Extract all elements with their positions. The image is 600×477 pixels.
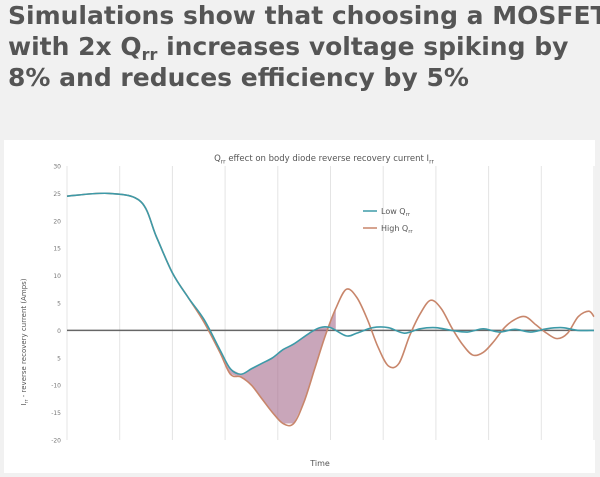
y-tick-label: 0 xyxy=(57,328,61,335)
chart-svg: 30 25 20 15 10 5 0 5 -10 -15 -20 Qrr effect on bod… xyxy=(20,154,595,468)
shaded-region xyxy=(225,308,336,424)
series-line-low-qrr xyxy=(66,192,595,376)
chart-grid xyxy=(66,166,595,440)
y-tick-label: 5 xyxy=(57,355,61,362)
y-tick-label: 15 xyxy=(53,246,61,253)
y-tick-label: -10 xyxy=(51,383,61,390)
headline-line-3: 8% and reduces efficiency by 5% xyxy=(8,63,469,92)
y-tick-label: -20 xyxy=(51,438,61,445)
legend: Low Qrr High Qrr xyxy=(363,207,413,235)
shaded-region-group xyxy=(225,308,336,424)
y-tick-label: 20 xyxy=(53,218,61,225)
y-tick-labels: 30 25 20 15 10 5 0 5 -10 -15 -20 xyxy=(51,164,61,445)
y-tick-label: 25 xyxy=(53,191,61,198)
series-line-high-qrr xyxy=(66,192,595,427)
headline-line-2-suffix: increases voltage spiking by xyxy=(157,32,569,61)
series-lines xyxy=(66,192,595,427)
headline-line-2-prefix: with 2x Q xyxy=(8,32,142,61)
legend-label-low-qrr: Low Qrr xyxy=(381,207,411,218)
y-tick-label: 10 xyxy=(53,273,61,280)
chart-panel: 30 25 20 15 10 5 0 5 -10 -15 -20 Qrr effect on bod… xyxy=(4,140,595,473)
y-tick-label: 5 xyxy=(57,301,61,308)
y-tick-label: 30 xyxy=(53,164,61,171)
headline-line-2: with 2x Qrr increases voltage spiking by xyxy=(8,31,593,64)
headline: Simulations show that choosing a MOSFET … xyxy=(8,0,600,93)
headline-line-1: Simulations show that choosing a MOSFET xyxy=(8,1,600,30)
x-axis-label: Time xyxy=(309,459,330,468)
legend-label-high-qrr: High Qrr xyxy=(381,224,413,235)
y-tick-label: -15 xyxy=(51,410,61,417)
headline-line-2-subscript: rr xyxy=(141,45,158,64)
chart-title: Qrr effect on body diode reverse recover… xyxy=(214,154,434,166)
y-axis-label: Irr - reverse recovery current (Amps) xyxy=(20,278,30,405)
